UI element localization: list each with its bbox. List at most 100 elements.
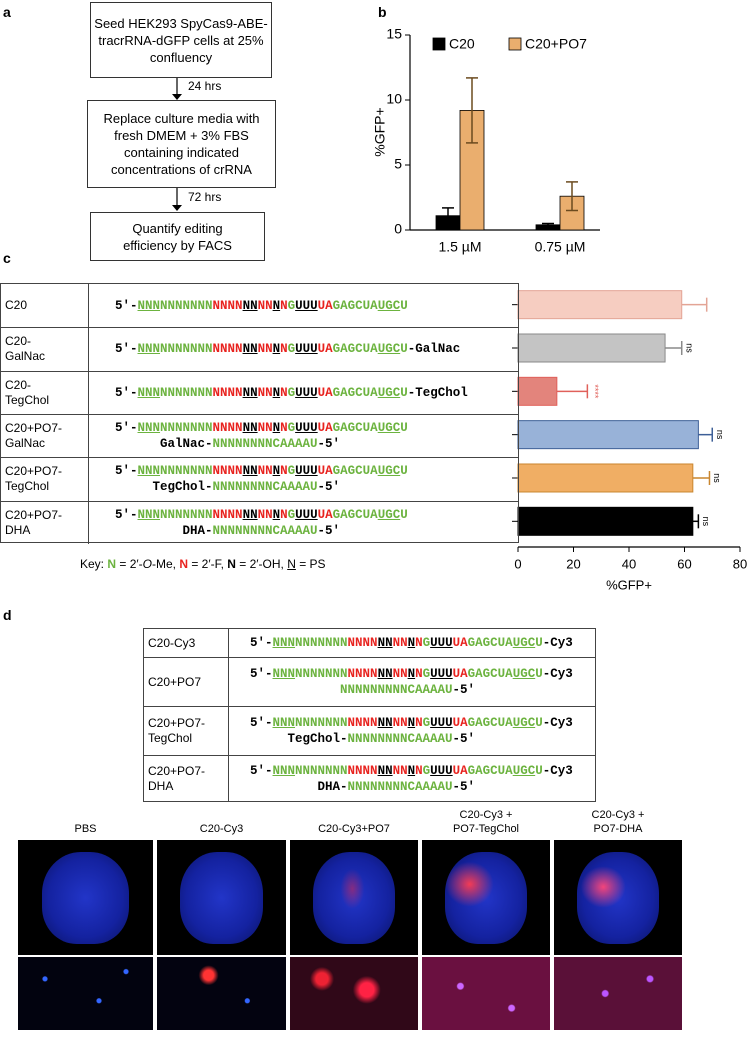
sequence-segment: UA — [317, 298, 333, 313]
sequence: 5′-NNNNNNNNNNNNNNNNNNNNGUUUUAGAGCUAUGCU-… — [229, 707, 573, 755]
sequence-segment: N — [407, 636, 416, 650]
sequence-segment: N — [280, 385, 288, 400]
sequence-segment: UGC — [377, 421, 401, 436]
sequence-segment: -TegChol — [407, 385, 468, 400]
legend-swatch — [508, 37, 522, 51]
sequence-segment: NNNN — [212, 298, 243, 313]
sequence-segment: UUU — [295, 507, 318, 522]
flow-text: tracrRNA-dGFP cells at 25% — [98, 32, 264, 48]
x-tick-label: 80 — [733, 556, 747, 571]
sequence-line: GalNac-NNNNNNNNCAAAAU-5′ — [115, 436, 340, 452]
sequence-segment: U — [535, 667, 543, 681]
image-label-line: C20-Cy3 + — [459, 809, 513, 821]
sequence-segment: UGC — [512, 636, 536, 650]
flow-text: containing indicated — [124, 145, 239, 160]
sequence-segment: NN — [242, 421, 258, 436]
y-tick-label: 0 — [394, 221, 402, 237]
row-label-line: C20+PO7- — [5, 421, 63, 436]
brain-section-image — [290, 840, 418, 955]
sequence-segment: NNNN — [212, 421, 243, 436]
row-label-line: C20 — [5, 298, 28, 313]
sequence-segment: UA — [452, 636, 468, 650]
sequence-segment: NNNNNNNNNCAAAAU — [339, 683, 453, 697]
sequence-segment: G — [287, 421, 296, 436]
sequence-segment: -5′ — [317, 480, 341, 495]
sequence-segment: UA — [317, 342, 333, 357]
sequence-segment: U — [400, 298, 408, 313]
image-label-line: PO7-DHA — [593, 823, 643, 835]
x-axis-label: %GFP+ — [606, 577, 652, 592]
sequence-segment: U — [535, 763, 543, 778]
sequence-segment: G — [422, 636, 431, 650]
sequence-segment: Key: — [80, 557, 108, 571]
sequence-segment: UUU — [295, 421, 318, 436]
cell-image — [290, 957, 418, 1030]
sequence-segment: NNNNNNN — [160, 507, 213, 522]
row-label: C20+PO7- GalNac — [1, 414, 89, 458]
significance-label: ns — [701, 517, 711, 527]
sequence-segment: -GalNac — [407, 342, 461, 357]
sequence-table: C20 5′-NNNNNNNNNNNNNNNNNNNNGUUUUAGAGCUAUG… — [0, 283, 519, 544]
sequence-segment: N — [179, 557, 188, 571]
error-bar — [566, 181, 578, 212]
row-label-line: DHA — [5, 522, 31, 537]
table-row: C20+PO7- DHA 5′-NNNNNNNNNNNNNNNNNNNNGUUUUA… — [1, 500, 518, 544]
error-bar — [692, 514, 700, 529]
legend-swatch — [432, 37, 446, 51]
sequence-segment: -5′ — [317, 523, 341, 538]
table-row: C20+PO7- TegChol 5′-NNNNNNNNNNNNNNNNNNNNGU… — [144, 706, 595, 755]
sequence-segment: NNNNNNN — [295, 636, 348, 650]
row-label-line: C20-Cy3 — [148, 635, 196, 650]
sequence-line: DHA-NNNNNNNNCAAAAU-5′ — [115, 523, 340, 539]
sequence-segment: N — [272, 421, 281, 436]
sequence-segment: NN — [377, 763, 393, 778]
sequence-segment: GAGCUA — [332, 385, 378, 400]
sequence-segment: N — [272, 507, 281, 522]
sequence-segment: NNN — [272, 763, 296, 778]
sequence-segment: G — [287, 464, 296, 479]
sequence: 5′-NNNNNNNNNNNNNNNNNNNNGUUUUAGAGCUAUGCU — [89, 284, 408, 327]
sequence-segment: U — [535, 716, 543, 730]
table-row: C20+PO7- GalNac 5′-NNNNNNNNNNNNNNNNNNNNGUU… — [1, 413, 518, 458]
x-tick-label: 60 — [677, 556, 691, 571]
arrow-head — [172, 94, 182, 100]
row-label: C20-Cy3 — [144, 629, 229, 657]
image-label-line: PO7-TegChol — [452, 823, 520, 835]
table-row: C20 5′-NNNNNNNNNNNNNNNNNNNNGUUUUAGAGCUAUG… — [1, 284, 518, 328]
sequence-line: 5′-NNNNNNNNNNNNNNNNNNNNGUUUUAGAGCUAUGCU — [115, 298, 408, 314]
brain-section-image — [422, 840, 550, 955]
sequence-segment: NN — [257, 464, 273, 479]
flow-box: Quantify editing efficiency by FACS — [90, 212, 265, 261]
sequence-line: 5′-NNNNNNNNNNNNNNNNNNNNGUUUUAGAGCUAUGCU-… — [250, 715, 573, 731]
significance-label: ns — [712, 473, 722, 483]
row-label: C20+PO7- TegChol — [1, 458, 89, 501]
error-bar — [665, 340, 683, 355]
sequence-line: 5′-NNNNNNNNNNNNNNNNNNNNGUUUUAGAGCUAUGCU — [115, 507, 408, 523]
flow-text: Seed HEK293 SpyCas9-ABE- — [94, 15, 268, 31]
image-label: C20-Cy3+PO7 — [290, 796, 418, 836]
sequence-segment: NNN — [272, 667, 296, 681]
panel-label: d — [3, 607, 12, 623]
sequence-segment: N — [272, 385, 281, 400]
sequence-segment: GAGCUA — [467, 763, 513, 778]
error-bar — [698, 427, 713, 442]
y-axis-label: %GFP+ — [372, 107, 388, 156]
cell-image — [157, 957, 286, 1030]
sequence-segment: U — [535, 636, 543, 650]
sequence-segment: = PS — [295, 557, 326, 571]
sequence-segment: NN — [392, 716, 408, 730]
sequence-segment: NN — [377, 716, 393, 730]
sequence-segment: N — [107, 557, 117, 571]
error-bar — [442, 207, 454, 225]
error-bar — [542, 222, 554, 227]
arrow-label: 24 hrs — [188, 79, 222, 93]
sequence-line: 5′-NNNNNNNNNNNNNNNNNNNNGUUUUAGAGCUAUGCU-… — [250, 666, 573, 682]
sequence-segment: 5′- — [250, 636, 273, 650]
sequence: 5′-NNNNNNNNNNNNNNNNNNNNGUUUUAGAGCUAUGCU-… — [229, 629, 573, 657]
sequence-segment: NN — [242, 342, 258, 357]
row-label: C20- TegChol — [1, 371, 89, 414]
sequence-segment: NNN — [137, 507, 161, 522]
sequence-segment: NNNN — [212, 464, 243, 479]
table-row: C20+PO7- TegChol 5′-NNNNNNNNNNNNNNNNNNNNGU… — [1, 457, 518, 501]
